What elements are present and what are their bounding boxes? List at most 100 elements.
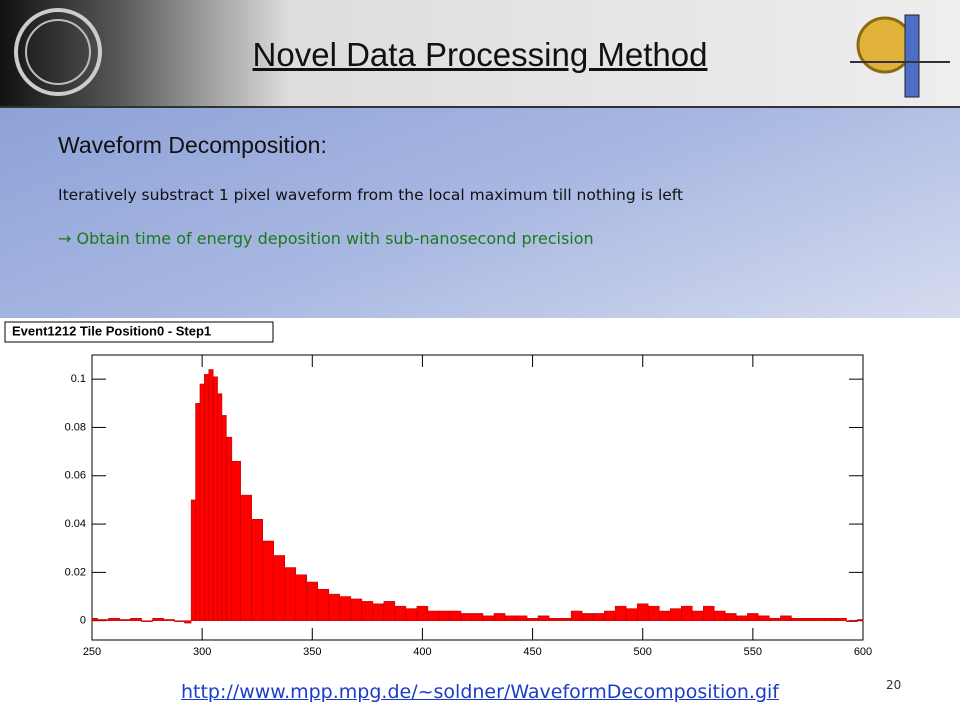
bar [273,555,286,621]
link[interactable]: http://www.mpp.mpg.de/~soldner/WaveformD… [180,681,779,703]
bar [857,619,864,621]
bar [208,369,214,621]
bar [625,608,638,621]
bar [747,613,759,621]
bar [504,615,517,621]
x-tick-label: 350 [303,646,321,658]
x-tick-label: 250 [83,646,101,658]
bar [703,605,715,621]
bar [460,613,473,621]
y-tick-label: 0.06 [65,470,86,482]
bar [152,618,164,621]
bar [190,499,196,621]
mpg-logo [14,8,102,96]
bar [130,618,142,621]
bar [769,618,781,621]
description: Iteratively substract 1 pixel waveform f… [58,186,684,204]
bar [603,610,616,621]
bar [383,601,396,621]
bar [548,618,561,621]
bar [405,608,418,621]
bar [217,393,223,621]
y-tick-label: 0.04 [65,518,86,530]
bar [339,596,352,621]
bar [835,618,847,621]
bar [846,620,858,622]
bar [212,376,218,621]
page-number: 20 [886,678,902,692]
y-tick-label: 0.1 [71,373,86,385]
y-tick-label: 0.02 [65,566,86,578]
bar [199,383,205,621]
bar [226,436,233,621]
x-tick-label: 550 [744,646,762,658]
y-tick-label: 0 [80,615,86,627]
bar [184,620,192,624]
chart-title: Event1212 Tile Position0 - Step1 [12,323,211,338]
bar [328,593,341,621]
bar [427,610,440,621]
bar [614,605,627,621]
bar [284,567,297,621]
bar [306,581,319,621]
bar [813,618,825,621]
logos [14,8,950,98]
x-tick-label: 300 [193,646,211,658]
bar [361,601,374,621]
bar [195,403,201,621]
slide-title: Novel Data Processing Method [252,36,708,73]
bar [658,610,671,621]
header-bar [0,0,960,108]
bar [438,610,451,621]
bar [108,618,120,621]
bar [725,613,737,621]
bar [736,615,748,621]
bar [780,615,792,621]
bar [449,610,462,621]
bar [526,618,539,621]
bar [163,619,175,621]
bar [295,574,308,621]
bar [824,618,836,621]
bar [262,540,274,621]
bar [416,605,429,621]
bar [592,613,605,621]
x-tick-label: 400 [413,646,431,658]
heading: Waveform Decomposition: [58,132,327,158]
bar [493,613,506,621]
bar [471,613,484,621]
bar [97,619,109,621]
bar [119,619,131,621]
bar [636,603,649,621]
bar [537,615,550,621]
bar [670,608,682,621]
chart-title-box [4,321,274,343]
bar [350,598,363,621]
bar [482,615,495,621]
bar [791,618,803,621]
bar [758,615,770,621]
bar [251,518,263,621]
chart: Event1212 Tile Position0 - Step1 0 0.02 0.… [4,321,872,658]
bar [515,615,528,621]
bar [802,618,814,621]
bar [141,620,153,622]
bar [647,605,660,621]
bar [581,613,594,621]
bar [394,605,407,621]
text-panel [0,108,960,318]
bar [174,620,185,622]
x-tick-label: 450 [523,646,541,658]
bar [714,610,726,621]
bar [221,415,227,621]
bar [559,618,572,621]
bar [204,374,210,621]
x-tick-label: 600 [854,646,872,658]
bar [372,603,385,621]
y-tick-label: 0.08 [65,421,86,433]
x-tick-label: 500 [634,646,652,658]
bar [91,618,98,621]
bar [570,610,583,621]
bar [317,589,330,621]
